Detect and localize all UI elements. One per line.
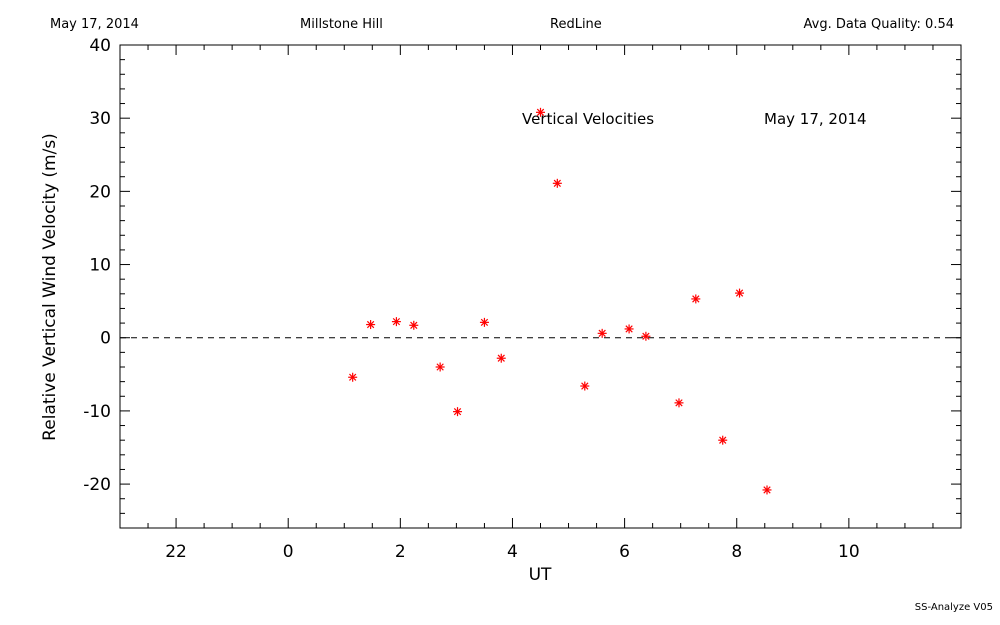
data-point — [479, 317, 489, 327]
data-point — [453, 407, 463, 417]
data-point — [536, 107, 545, 117]
data-point — [641, 331, 651, 341]
data-point — [735, 288, 745, 298]
data-point — [348, 372, 358, 382]
x-tick-label: 0 — [283, 542, 294, 562]
data-point — [496, 353, 506, 363]
x-tick-label: 8 — [731, 542, 742, 562]
x-axis-label: UT — [529, 565, 552, 585]
data-point — [552, 178, 562, 188]
data-point — [762, 485, 772, 495]
y-axis-label: Relative Vertical Wind Velocity (m/s) — [40, 133, 60, 441]
y-tick-labels: 40 30 20 10 0 -10 -20 — [83, 36, 111, 495]
data-point — [597, 328, 607, 338]
data-point — [691, 294, 701, 304]
x-tick-label: 2 — [395, 542, 406, 562]
y-tick-label: 30 — [89, 109, 111, 129]
data-point — [624, 324, 634, 334]
x-tick-label: 10 — [838, 542, 860, 562]
data-point — [718, 435, 728, 445]
data-point — [391, 317, 401, 327]
y-tick-label: 10 — [89, 256, 111, 276]
data-point — [366, 320, 376, 330]
x-tick-label: 22 — [165, 542, 187, 562]
velocity-chart: 22 0 2 4 6 8 10 40 30 20 10 0 -10 -20 Vertical Veloc… — [40, 36, 962, 585]
header-quality: Avg. Data Quality: 0.54 — [803, 17, 954, 32]
data-point — [580, 381, 590, 391]
x-tick-labels: 22 0 2 4 6 8 10 — [165, 542, 859, 562]
y-tick-label: 20 — [89, 182, 111, 202]
chart-date-annotation: May 17, 2014 — [764, 110, 867, 128]
version-label: SS-Analyze V05 — [914, 602, 993, 613]
x-tick-label: 6 — [619, 542, 630, 562]
y-tick-label: -20 — [83, 475, 111, 495]
header-filter: RedLine — [550, 17, 602, 32]
axis-ticks — [119, 44, 962, 529]
header-date: May 17, 2014 — [50, 17, 139, 32]
data-point — [409, 320, 419, 330]
x-tick-label: 4 — [507, 542, 518, 562]
header-site: Millstone Hill — [300, 17, 383, 32]
y-tick-label: -10 — [83, 402, 111, 422]
chart-title: Vertical Velocities — [522, 110, 654, 128]
y-tick-label: 40 — [89, 36, 111, 56]
data-point — [674, 398, 684, 408]
data-point — [435, 362, 445, 372]
y-tick-label: 0 — [100, 329, 111, 349]
data-points — [348, 107, 772, 495]
